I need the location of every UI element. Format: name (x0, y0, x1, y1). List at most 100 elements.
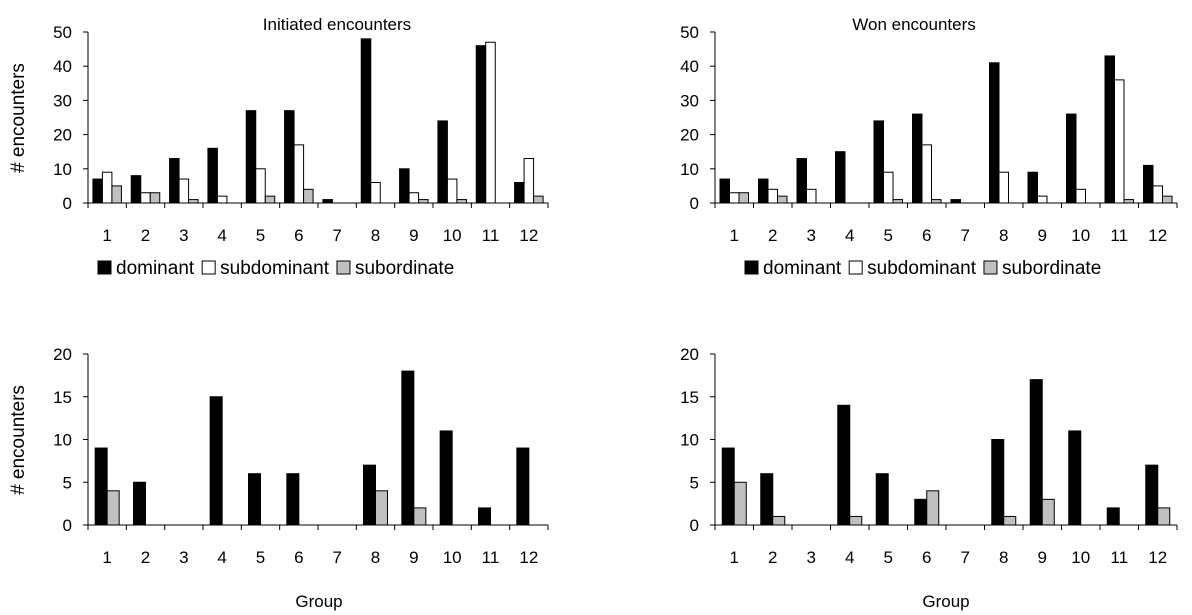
bar-subdominant-group-2 (767, 188, 778, 204)
bar-dominant-group-11 (1104, 55, 1115, 204)
bar-dominant-group-7 (950, 199, 961, 204)
y-tick-label: 0 (690, 516, 699, 535)
bar-subordinate-group-9 (413, 507, 427, 526)
y-tick-label: 10 (680, 160, 699, 179)
bar-dominant-group-4 (837, 404, 851, 526)
bar-dominant-group-10 (437, 120, 448, 204)
x-tick-label: 10 (443, 548, 462, 567)
x-tick-label: 5 (256, 226, 265, 245)
x-tick-label: 10 (1071, 226, 1090, 245)
bar-dominant-group-5 (248, 473, 261, 526)
y-tick-label: 20 (53, 126, 72, 145)
bar-subordinate-group-6 (303, 188, 314, 204)
bar-subdominant-group-6 (293, 144, 305, 204)
bar-subdominant-group-9 (408, 192, 420, 204)
legend-swatch-subordinate (983, 260, 998, 275)
bar-subdominant-group-8 (370, 181, 381, 204)
y-tick-label: 0 (63, 194, 72, 213)
x-tick-label: 3 (807, 548, 816, 567)
x-tick-label: 7 (332, 548, 341, 567)
bar-dominant-group-12 (516, 447, 530, 526)
y-tick-label: 10 (53, 431, 72, 450)
x-axis-label: Group (295, 592, 342, 611)
bar-dominant-group-11 (475, 45, 487, 204)
bar-subordinate-group-8 (1003, 515, 1017, 526)
y-tick-label: 0 (690, 194, 699, 213)
bar-dominant-group-11 (1106, 507, 1120, 526)
bar-dominant-group-4 (835, 151, 846, 204)
legend-right: dominant subdominant subordinate (744, 258, 1101, 279)
bar-subdominant-group-11 (1114, 79, 1125, 204)
bar-dominant-group-12 (1143, 164, 1154, 204)
bar-subdominant-group-9 (1037, 195, 1048, 204)
bar-subdominant-group-4 (216, 195, 228, 204)
x-tick-label: 1 (730, 226, 739, 245)
bar-dominant-group-11 (478, 507, 491, 526)
legend-label-subdominant: subdominant (220, 258, 330, 279)
x-tick-label: 2 (768, 226, 777, 245)
bar-subdominant-group-12 (523, 158, 535, 204)
legend-swatch-dominant (97, 260, 112, 275)
x-tick-label: 5 (256, 548, 265, 567)
bar-dominant-group-6 (286, 473, 300, 526)
x-tick-label: 4 (845, 226, 854, 245)
bar-subdominant-group-3 (806, 188, 817, 204)
legend-swatch-dominant (744, 260, 759, 275)
bar-subordinate-group-11 (1123, 199, 1134, 204)
bar-dominant-group-9 (399, 168, 410, 204)
bar-subordinate-group-8 (375, 490, 388, 526)
x-tick-label: 4 (217, 226, 226, 245)
x-tick-label: 3 (179, 548, 188, 567)
bar-subdominant-group-6 (921, 144, 932, 204)
x-tick-label: 1 (102, 226, 111, 245)
y-tick-label: 40 (53, 57, 72, 76)
x-tick-label: 1 (730, 548, 739, 567)
panel-initiated-top: Initiated encounters # encounters 0 10 20 3… (8, 15, 549, 245)
legend-label-subordinate: subordinate (355, 258, 454, 279)
chart-title: Won encounters (852, 15, 975, 34)
x-tick-label: 6 (294, 548, 303, 567)
x-tick-label: 7 (332, 226, 341, 245)
x-tick-label: 6 (922, 226, 931, 245)
bar-subdominant-group-3 (178, 178, 190, 204)
bar-subordinate-group-2 (777, 195, 788, 204)
bar-dominant-group-5 (875, 473, 889, 526)
x-tick-label: 4 (217, 548, 226, 567)
y-tick-label: 5 (690, 473, 699, 492)
legend-label-subdominant: subdominant (867, 258, 977, 279)
bar-subordinate-group-1 (733, 481, 747, 526)
bar-dominant-group-4 (209, 396, 223, 526)
bar-dominant-group-8 (989, 62, 1000, 204)
bar-dominant-group-9 (1029, 379, 1043, 526)
bar-subordinate-group-2 (772, 515, 786, 526)
bar-subdominant-group-10 (1075, 188, 1086, 204)
x-tick-label: 7 (961, 548, 970, 567)
bar-subordinate-group-6 (926, 490, 940, 526)
chart-title: Initiated encounters (263, 15, 411, 34)
bar-dominant-group-12 (514, 181, 525, 204)
x-tick-label: 12 (519, 548, 538, 567)
y-tick-label: 20 (680, 345, 699, 364)
bar-dominant-group-3 (169, 158, 180, 204)
x-tick-label: 9 (409, 548, 418, 567)
x-tick-label: 3 (179, 226, 188, 245)
y-tick-label: 15 (680, 388, 699, 407)
y-tick-label: 0 (63, 516, 72, 535)
legend-label-dominant: dominant (763, 258, 842, 279)
bar-dominant-group-6 (914, 498, 928, 526)
bar-subordinate-group-5 (264, 195, 276, 204)
bar-subdominant-group-12 (1152, 185, 1163, 204)
bar-dominant-group-8 (363, 464, 376, 526)
bar-subordinate-group-6 (931, 199, 942, 204)
x-tick-label: 2 (768, 548, 777, 567)
bar-subdominant-group-8 (998, 171, 1009, 204)
bar-subordinate-group-1 (106, 490, 120, 526)
x-tick-label: 10 (1071, 548, 1090, 567)
bar-dominant-group-5 (245, 110, 257, 204)
bar-subordinate-group-12 (1162, 195, 1173, 204)
legend-swatch-subdominant (201, 260, 216, 275)
